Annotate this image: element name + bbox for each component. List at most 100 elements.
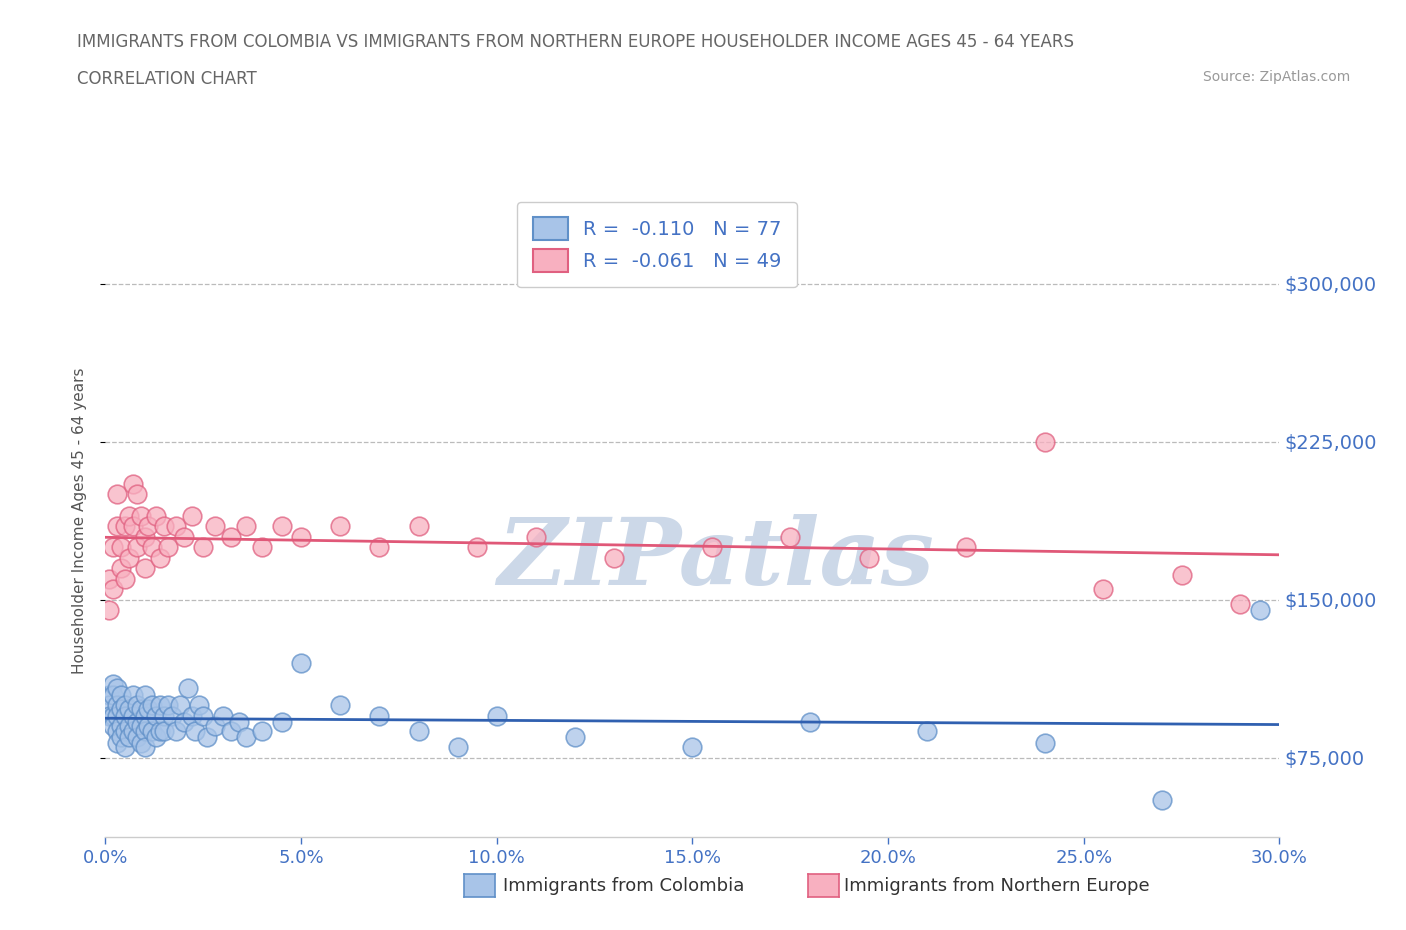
- Point: [160, 709, 183, 724]
- Point: [700, 539, 723, 554]
- Point: [98, 698, 121, 712]
- Point: [329, 519, 352, 534]
- Point: [121, 519, 143, 534]
- Point: [129, 736, 152, 751]
- Point: [129, 508, 152, 523]
- Point: [103, 687, 125, 702]
- Point: [193, 539, 215, 554]
- Text: ZIPatlas: ZIPatlas: [498, 513, 935, 604]
- Point: [138, 702, 160, 717]
- Point: [564, 729, 586, 744]
- Point: [180, 508, 202, 523]
- Point: [98, 571, 121, 586]
- Point: [114, 519, 136, 534]
- Point: [915, 724, 938, 738]
- Point: [219, 529, 242, 544]
- Point: [110, 561, 132, 576]
- Point: [145, 729, 167, 744]
- Point: [165, 519, 187, 534]
- Point: [118, 551, 141, 565]
- Point: [149, 698, 172, 712]
- Point: [110, 729, 132, 744]
- Point: [110, 539, 132, 554]
- Point: [219, 724, 242, 738]
- Point: [134, 561, 156, 576]
- Point: [118, 702, 141, 717]
- Point: [270, 714, 292, 729]
- Point: [204, 719, 226, 734]
- Point: [114, 724, 136, 738]
- Point: [1249, 603, 1271, 618]
- Point: [103, 539, 125, 554]
- Point: [180, 709, 202, 724]
- Point: [141, 724, 163, 738]
- Point: [157, 698, 180, 712]
- Point: [799, 714, 821, 729]
- Point: [153, 724, 176, 738]
- Point: [118, 719, 141, 734]
- Point: [141, 698, 163, 712]
- Point: [125, 698, 148, 712]
- Text: CORRELATION CHART: CORRELATION CHART: [77, 70, 257, 87]
- Point: [134, 724, 156, 738]
- Point: [681, 740, 703, 755]
- Point: [173, 529, 195, 544]
- Point: [98, 687, 121, 702]
- Point: [114, 698, 136, 712]
- Point: [129, 702, 152, 717]
- Point: [121, 724, 143, 738]
- Point: [110, 719, 132, 734]
- Point: [329, 698, 352, 712]
- Point: [250, 539, 273, 554]
- Point: [103, 709, 125, 724]
- Text: Source: ZipAtlas.com: Source: ZipAtlas.com: [1202, 70, 1350, 84]
- Point: [235, 519, 257, 534]
- Text: Immigrants from Colombia: Immigrants from Colombia: [503, 877, 745, 896]
- Point: [290, 529, 312, 544]
- Point: [105, 724, 128, 738]
- Point: [103, 582, 125, 597]
- Point: [169, 698, 191, 712]
- Point: [114, 709, 136, 724]
- Point: [105, 519, 128, 534]
- Text: IMMIGRANTS FROM COLOMBIA VS IMMIGRANTS FROM NORTHERN EUROPE HOUSEHOLDER INCOME A: IMMIGRANTS FROM COLOMBIA VS IMMIGRANTS F…: [77, 33, 1074, 50]
- Point: [250, 724, 273, 738]
- Point: [270, 519, 292, 534]
- Point: [105, 487, 128, 502]
- Point: [105, 736, 128, 751]
- Point: [114, 571, 136, 586]
- Point: [118, 508, 141, 523]
- Point: [228, 714, 250, 729]
- Point: [149, 724, 172, 738]
- Point: [134, 687, 156, 702]
- Point: [290, 656, 312, 671]
- Point: [98, 709, 121, 724]
- Point: [1229, 597, 1251, 612]
- Point: [165, 724, 187, 738]
- Point: [145, 508, 167, 523]
- Point: [134, 740, 156, 755]
- Y-axis label: Householder Income Ages 45 - 64 years: Householder Income Ages 45 - 64 years: [72, 367, 87, 674]
- Point: [193, 709, 215, 724]
- Point: [138, 719, 160, 734]
- Point: [121, 709, 143, 724]
- Point: [103, 719, 125, 734]
- Point: [368, 709, 391, 724]
- Point: [145, 709, 167, 724]
- Point: [129, 719, 152, 734]
- Point: [125, 714, 148, 729]
- Point: [153, 519, 176, 534]
- Point: [1150, 792, 1173, 807]
- Point: [1033, 736, 1056, 751]
- Point: [485, 709, 508, 724]
- Point: [779, 529, 801, 544]
- Point: [125, 539, 148, 554]
- Point: [105, 709, 128, 724]
- Point: [858, 551, 880, 565]
- Point: [195, 729, 218, 744]
- Point: [121, 476, 143, 491]
- Point: [446, 740, 468, 755]
- Point: [184, 724, 207, 738]
- Point: [134, 529, 156, 544]
- Point: [1033, 434, 1056, 449]
